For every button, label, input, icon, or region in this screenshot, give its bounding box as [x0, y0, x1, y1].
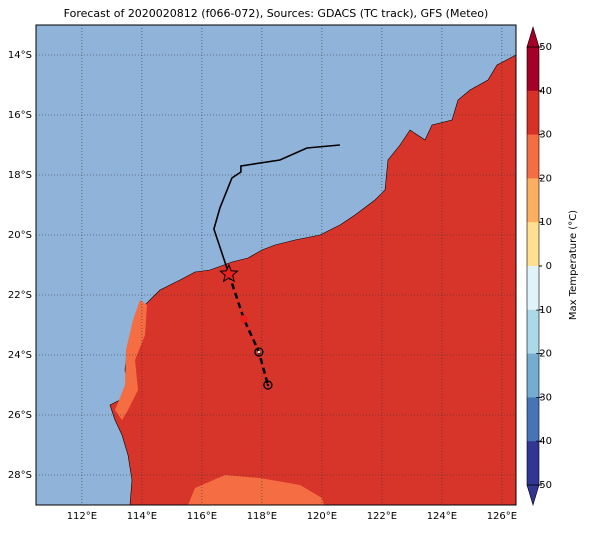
colorbar-tick-label: 40 [539, 86, 552, 97]
warm-zone-south [188, 475, 324, 505]
x-tick-label: 114°E [127, 511, 157, 522]
forecast-point [254, 347, 264, 357]
land [109, 54, 517, 506]
y-tick-label: 16°S [8, 110, 32, 121]
colorbar-band [527, 134, 539, 179]
colorbar-band [527, 47, 539, 92]
y-tick-label: 20°S [8, 230, 32, 241]
y-tick-label: 24°S [8, 350, 32, 361]
y-tick-label: 14°S [8, 50, 32, 61]
colorbar-band [527, 309, 539, 355]
colorbar-tick-label: -40 [536, 436, 552, 447]
warm-zone-west [115, 300, 147, 420]
x-tick-label: 118°E [247, 511, 277, 522]
storm-star [219, 263, 239, 283]
observed-track [213, 144, 340, 275]
forecast-point [239, 315, 248, 323]
map-frame [35, 24, 517, 506]
y-tick-label: 18°S [8, 170, 32, 181]
colorbar-band [527, 441, 539, 486]
colorbar-extend-top [526, 25, 540, 48]
y-tick-label: 26°S [8, 410, 32, 421]
x-tick-label: 116°E [187, 511, 217, 522]
colorbar-band [527, 90, 539, 136]
colorbar-tick-label: 30 [539, 130, 552, 141]
colorbar-tick-label: 10 [539, 217, 552, 228]
colorbar-band [527, 353, 539, 398]
x-tick-label: 120°E [307, 511, 337, 522]
forecast-point [263, 380, 273, 390]
colorbar-tick-label: 50 [539, 42, 552, 53]
colorbar-band [527, 178, 539, 223]
colorbar-band [527, 397, 539, 442]
colorbar-band [527, 266, 539, 311]
forecast-track [227, 273, 270, 386]
x-tick-label: 122°E [367, 511, 397, 522]
x-tick-label: 126°E [487, 511, 517, 522]
x-tick-label: 112°E [67, 511, 97, 522]
y-tick-label: 28°S [8, 470, 32, 481]
colorbar-tick-label: -50 [536, 480, 552, 491]
forecast-point-center [257, 350, 261, 354]
colorbar-tick-label: 0 [546, 261, 552, 272]
chart-title: Forecast of 2020020812 (f066-072), Sourc… [64, 7, 489, 20]
colorbar-label: Max Temperature (°C) [568, 210, 579, 320]
colorbar-tick-label: -10 [536, 305, 552, 316]
colorbar-tick-label: -30 [536, 392, 552, 403]
x-tick-label: 124°E [427, 511, 457, 522]
y-tick-label: 22°S [8, 290, 32, 301]
colorbar-tick-label: -20 [536, 349, 552, 360]
colorbar-band [527, 222, 539, 267]
forecast-point-center [266, 383, 270, 387]
colorbar-tick-label: 20 [539, 173, 552, 184]
